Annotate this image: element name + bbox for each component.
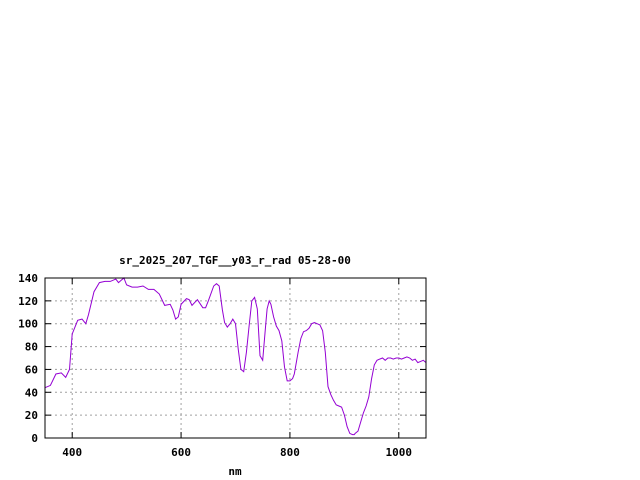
y-tick-label: 120 — [18, 295, 38, 308]
y-tick-label: 140 — [18, 272, 38, 285]
y-tick-label: 40 — [25, 386, 38, 399]
grid-lines — [45, 278, 426, 438]
y-tick-label: 60 — [25, 363, 38, 376]
x-axis-ticks: 400 600 800 1000 — [62, 278, 412, 459]
y-tick-label: 100 — [18, 318, 38, 331]
x-tick-label: 800 — [280, 446, 300, 459]
x-axis-label: nm — [228, 465, 242, 478]
x-tick-label: 1000 — [386, 446, 413, 459]
x-tick-label: 600 — [171, 446, 191, 459]
chart-title: sr_2025_207_TGF__y03_r_rad 05-28-00 — [119, 254, 351, 267]
y-tick-label: 20 — [25, 409, 38, 422]
y-tick-label: 0 — [31, 432, 38, 445]
series-line — [44, 277, 427, 436]
y-axis-ticks: 0 20 40 60 80 100 120 140 — [18, 272, 426, 445]
plot-frame — [44, 277, 427, 439]
x-tick-label: 400 — [62, 446, 82, 459]
y-tick-label: 80 — [25, 341, 38, 354]
